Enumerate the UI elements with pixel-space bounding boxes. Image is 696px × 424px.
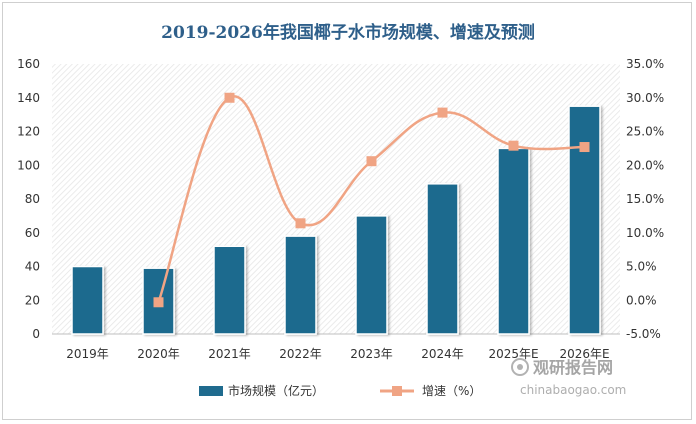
growth-point-5 [437,107,448,118]
watermark-logo-text: 观研报告网 [533,358,613,377]
y-left-tick-label: 20 [25,293,40,307]
bar-7 [568,105,601,335]
y-right-tick-label: 15.0% [626,192,664,206]
y-left-tick-label: 60 [25,226,40,240]
x-tick-label: 2024年 [421,347,464,361]
x-tick-label: 2019年 [66,347,109,361]
chart-title: 2019-2026年我国椰子水市场规模、增速及预测 [161,23,535,43]
x-tick-label: 2021年 [208,347,251,361]
legend-label-market-size: 市场规模（亿元） [228,383,324,398]
y-right-tick-label: 30.0% [626,91,664,105]
x-tick-label: 2025年E [488,347,538,361]
y-left-tick-label: 140 [17,91,40,105]
watermark: 观研报告网 chinabaogao.com [511,358,626,397]
y-left-tick-label: 160 [17,57,40,71]
growth-point-3 [295,218,306,229]
bar-4 [355,215,388,335]
growth-point-7 [579,142,590,153]
bar-5 [426,183,459,335]
x-tick-label: 2022年 [279,347,322,361]
plot-area [52,64,620,334]
watermark-url: chinabaogao.com [520,383,626,397]
y-left-tick-label: 100 [17,158,40,172]
y-right-tick-label: 35.0% [626,57,664,71]
legend-swatch-marker [392,386,402,396]
y-right-tick-label: 5.0% [626,260,657,274]
x-tick-label: 2026年E [559,347,609,361]
y-left-tick-label: 120 [17,125,40,139]
legend-swatch-bar [199,386,223,396]
y-right-tick-label: 0.0% [626,293,657,307]
growth-point-6 [508,140,519,151]
bar-3 [284,235,317,335]
y-left-tick-label: 40 [25,260,40,274]
bar-6 [497,147,530,335]
y-right-tick-label: -5.0% [626,327,661,341]
x-tick-label: 2020年 [137,347,180,361]
y-right-tick-label: 20.0% [626,158,664,172]
growth-point-4 [366,156,377,167]
y-left-tick-label: 0 [32,327,40,341]
y-right-tick-label: 10.0% [626,226,664,240]
y-left-tick-label: 80 [25,192,40,206]
growth-point-1 [153,297,164,308]
legend-label-growth: 增速（%） [422,384,481,398]
growth-line [157,95,585,303]
watermark-logo-icon [511,358,529,376]
x-tick-label: 2023年 [350,347,393,361]
legend: 市场规模（亿元） 增速（%） [199,383,481,398]
growth-point-2 [224,92,235,103]
watermark-logo-dot [517,364,523,370]
y-right-tick-label: 25.0% [626,125,664,139]
bar-2 [213,245,246,335]
bar-0 [71,265,104,335]
